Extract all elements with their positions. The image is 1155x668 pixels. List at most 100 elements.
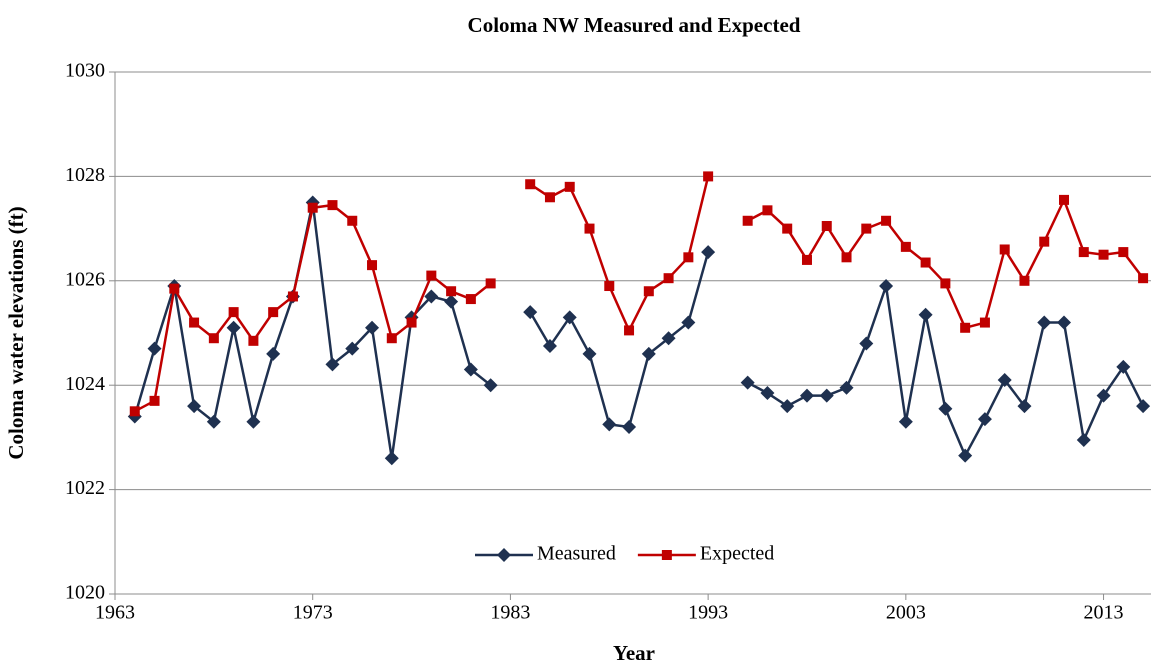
y-tick-label: 1020 <box>65 582 105 604</box>
marker-diamond <box>938 401 953 416</box>
marker-square <box>367 260 378 271</box>
marker-diamond <box>582 346 597 361</box>
marker-diamond <box>977 412 992 427</box>
marker-diamond <box>1057 315 1072 330</box>
marker-diamond <box>206 414 221 429</box>
marker-square <box>1118 247 1129 258</box>
y-tick-label: 1030 <box>65 60 105 82</box>
marker-diamond <box>918 307 933 322</box>
marker-square <box>544 192 555 203</box>
marker-square <box>920 257 931 268</box>
marker-square <box>248 335 259 346</box>
x-tick-label: 1973 <box>293 602 333 624</box>
y-tick-label: 1028 <box>65 164 105 186</box>
legend-item: Expected <box>637 543 774 565</box>
x-tick-label: 1993 <box>688 602 728 624</box>
x-tick-label: 2013 <box>1084 602 1124 624</box>
marker-square <box>979 317 990 328</box>
marker-diamond <box>681 315 696 330</box>
marker-square <box>1039 236 1050 247</box>
marker-diamond <box>147 341 162 356</box>
marker-square <box>584 223 595 234</box>
chart-title: Coloma NW Measured and Expected <box>468 13 801 37</box>
marker-square <box>1059 194 1070 205</box>
marker-diamond <box>1096 388 1111 403</box>
marker-diamond <box>246 414 261 429</box>
marker-square <box>1098 249 1109 260</box>
marker-diamond <box>760 386 775 401</box>
marker-diamond <box>187 399 202 414</box>
marker-square <box>386 333 397 344</box>
marker-square <box>900 241 911 252</box>
marker-diamond <box>661 331 676 346</box>
marker-square <box>782 223 793 234</box>
marker-diamond <box>497 548 511 562</box>
legend: Measured Expected <box>475 543 774 565</box>
marker-square <box>228 307 239 318</box>
marker-square <box>189 317 200 328</box>
marker-diamond <box>602 417 617 432</box>
marker-diamond <box>780 399 795 414</box>
marker-diamond <box>997 372 1012 387</box>
marker-diamond <box>325 357 340 372</box>
marker-diamond <box>1116 359 1131 374</box>
series-line <box>529 176 710 334</box>
marker-diamond <box>1076 433 1091 448</box>
marker-square <box>1138 273 1149 284</box>
marker-diamond <box>384 451 399 466</box>
marker-square <box>801 254 812 265</box>
marker-diamond <box>345 341 360 356</box>
marker-square <box>821 220 832 231</box>
marker-square <box>465 294 476 305</box>
y-tick-label: 1026 <box>65 268 105 290</box>
marker-diamond <box>622 419 637 434</box>
marker-square <box>446 286 457 297</box>
legend-item: Measured <box>475 543 616 565</box>
marker-square <box>525 179 536 190</box>
marker-diamond <box>859 336 874 351</box>
x-tick-label: 2003 <box>886 602 926 624</box>
legend-label: Measured <box>537 543 616 565</box>
marker-square <box>564 181 575 192</box>
marker-diamond <box>365 320 380 335</box>
marker-square <box>881 215 892 226</box>
series-line <box>134 203 492 413</box>
series-line <box>529 251 710 429</box>
series-line <box>747 285 1145 459</box>
marker-diamond <box>740 375 755 390</box>
marker-diamond <box>898 414 913 429</box>
y-axis-label: Coloma water elevations (ft) <box>4 206 28 459</box>
marker-square <box>643 286 654 297</box>
marker-square <box>327 200 338 211</box>
marker-diamond <box>879 279 894 294</box>
y-tick-label: 1022 <box>65 477 105 499</box>
marker-square <box>268 307 279 318</box>
marker-square <box>208 333 219 344</box>
marker-square <box>940 278 951 289</box>
marker-square <box>149 395 160 406</box>
marker-diamond <box>641 346 656 361</box>
marker-square <box>426 270 437 281</box>
marker-square <box>624 325 635 336</box>
marker-diamond <box>819 388 834 403</box>
marker-diamond <box>444 294 459 309</box>
marker-square <box>485 278 496 289</box>
series-line <box>133 202 492 459</box>
y-tick-label: 1024 <box>65 373 105 395</box>
marker-square <box>960 322 971 333</box>
marker-diamond <box>523 305 538 320</box>
marker-diamond <box>1136 399 1151 414</box>
marker-diamond <box>483 378 498 393</box>
marker-diamond <box>424 289 439 304</box>
marker-square <box>663 273 674 284</box>
marker-diamond <box>839 380 854 395</box>
marker-square <box>999 244 1010 255</box>
marker-diamond <box>562 310 577 325</box>
marker-diamond <box>266 346 281 361</box>
marker-square <box>683 252 694 263</box>
marker-square <box>347 215 358 226</box>
marker-square <box>1019 275 1030 286</box>
marker-diamond <box>542 339 557 354</box>
